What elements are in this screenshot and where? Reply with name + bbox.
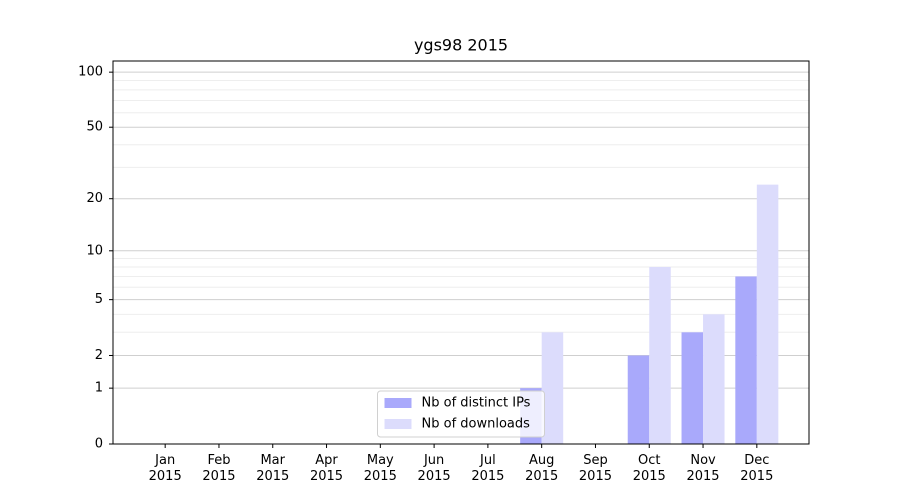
plot-frame <box>112 60 810 445</box>
y-tick-label: 50 <box>86 120 103 135</box>
x-tick-label: Oct 2015 <box>632 453 666 484</box>
y-tick-label: 10 <box>86 243 103 258</box>
bar <box>703 314 725 444</box>
bar <box>681 332 704 444</box>
bar <box>541 332 564 444</box>
x-tick-label: Nov 2015 <box>686 453 720 484</box>
chart-title: ygs98 2015 <box>414 36 508 55</box>
x-tick-label: Aug 2015 <box>525 453 559 484</box>
y-tick-label: 100 <box>78 65 103 80</box>
x-tick-label: Mar 2015 <box>256 453 290 484</box>
y-tick-label: 20 <box>86 191 103 206</box>
x-tick-label: May 2015 <box>363 453 397 484</box>
y-tick-label: 0 <box>95 437 103 452</box>
bar <box>649 266 671 444</box>
bar <box>735 276 757 444</box>
x-tick-label: Jan 2015 <box>148 453 182 484</box>
x-tick-label: Sep 2015 <box>578 453 612 484</box>
legend-box <box>377 390 545 438</box>
legend-label: Nb of distinct IPs <box>422 396 531 411</box>
bar <box>627 355 650 444</box>
legend: Nb of distinct IPs Nb of downloads <box>377 390 545 438</box>
y-tick-label: 5 <box>95 292 103 307</box>
x-tick-label: Feb 2015 <box>202 453 236 484</box>
x-tick-label: Dec 2015 <box>740 453 774 484</box>
x-tick-label: Apr 2015 <box>309 453 344 484</box>
y-tick-label: 2 <box>95 348 103 363</box>
x-tick-label: Jul 2015 <box>471 453 505 484</box>
bar <box>756 184 779 444</box>
y-tick-label: 1 <box>95 381 103 396</box>
legend-label: Nb of downloads <box>422 417 531 432</box>
legend-swatch <box>384 419 412 429</box>
x-tick-label: Jun 2015 <box>417 453 451 484</box>
legend-swatch <box>384 398 412 408</box>
